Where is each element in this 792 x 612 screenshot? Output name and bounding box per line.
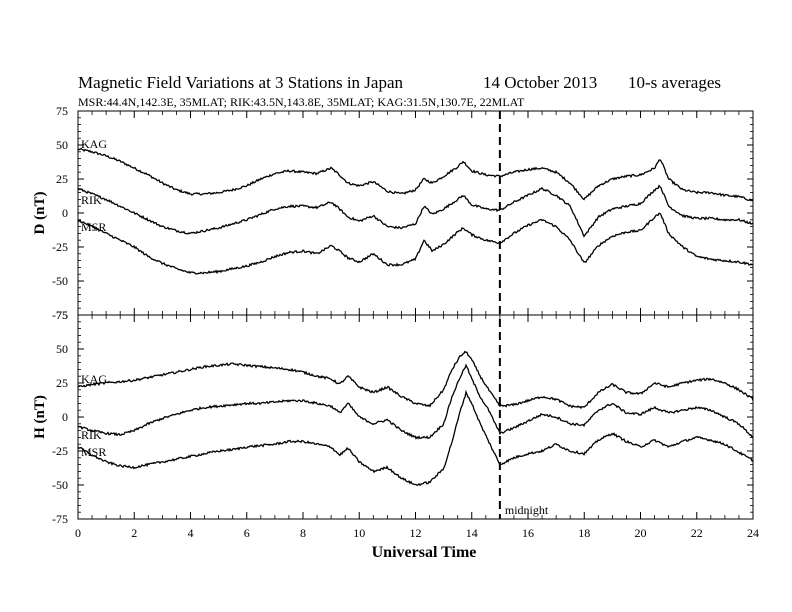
x-tick-label: 2 <box>131 526 137 540</box>
y-tick-label: -75 <box>52 308 68 322</box>
y-tick-label: -75 <box>52 512 68 526</box>
x-tick-label: 4 <box>188 526 194 540</box>
series-line-kag <box>77 147 754 202</box>
declination-y-label: D (nT) <box>32 192 48 235</box>
y-tick-label: 0 <box>62 410 68 424</box>
y-tick-label: 25 <box>56 172 68 186</box>
x-tick-label: 10 <box>353 526 365 540</box>
horizontal-series <box>77 350 754 487</box>
y-tick-label: -25 <box>52 444 68 458</box>
x-tick-label: 12 <box>410 526 422 540</box>
midnight-label: midnight <box>505 503 549 517</box>
x-tick-label: 8 <box>300 526 306 540</box>
horizontal-y-label: H (nT) <box>32 395 48 439</box>
chart-subtitle: MSR:44.4N,142.3E, 35MLAT; RIK:43.5N,143.… <box>78 95 525 109</box>
x-axis: 0 2 4 6 8 10 12 14 16 18 20 22 24 <box>75 111 759 540</box>
series-label-rik-d: RIK <box>81 193 102 207</box>
x-tick-label: 24 <box>747 526 759 540</box>
y-tick-label: -25 <box>52 240 68 254</box>
y-tick-label: -50 <box>52 478 68 492</box>
series-label-kag-d: KAG <box>81 137 107 151</box>
x-tick-label: 20 <box>635 526 647 540</box>
y-tick-label: 25 <box>56 376 68 390</box>
series-label-rik-h: RIK <box>81 428 102 442</box>
y-tick-label: 50 <box>56 138 68 152</box>
y-tick-label: 0 <box>62 206 68 220</box>
x-tick-label: 14 <box>466 526 478 540</box>
declination-series <box>77 147 754 275</box>
horizontal-panel: H (nT) -75 -50 -25 0 25 50 75 KAG RIK MSR <box>32 308 754 526</box>
series-label-msr-h: MSR <box>81 445 106 459</box>
x-tick-label: 0 <box>75 526 81 540</box>
x-tick-label: 22 <box>691 526 703 540</box>
series-line-msr <box>77 389 754 487</box>
horizontal-frame <box>77 314 754 520</box>
y-tick-label: 75 <box>56 308 68 322</box>
y-tick-label: -50 <box>52 274 68 288</box>
declination-y-ticks: -75 -50 -25 0 25 50 75 <box>52 104 753 322</box>
x-tick-label: 18 <box>578 526 590 540</box>
x-tick-label: 6 <box>244 526 250 540</box>
x-tick-label: 16 <box>522 526 534 540</box>
declination-panel: D (nT) -75 -50 -25 0 25 50 75 KAG RIK MSR <box>32 104 754 322</box>
y-tick-label: 50 <box>56 342 68 356</box>
series-line-msr <box>77 212 754 275</box>
series-line-rik <box>77 363 754 440</box>
chart-date: 14 October 2013 <box>483 73 597 92</box>
series-line-kag <box>77 350 754 410</box>
declination-frame <box>77 110 754 316</box>
chart-averaging: 10-s averages <box>628 73 721 92</box>
horizontal-y-ticks: -75 -50 -25 0 25 50 75 <box>52 308 753 526</box>
series-line-rik <box>77 184 754 238</box>
x-axis-label: Universal Time <box>372 544 477 561</box>
chart-title: Magnetic Field Variations at 3 Stations … <box>78 73 404 92</box>
series-label-kag-h: KAG <box>81 372 107 386</box>
series-label-msr-d: MSR <box>81 220 106 234</box>
y-tick-label: 75 <box>56 104 68 118</box>
